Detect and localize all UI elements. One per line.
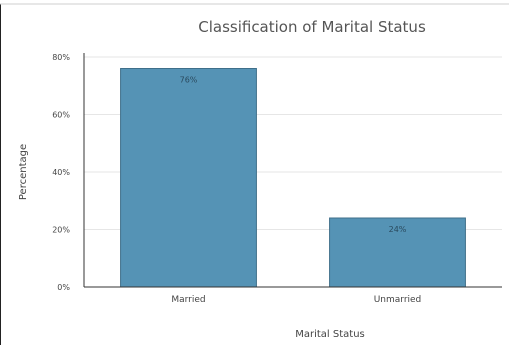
y-tick-label: 80%: [52, 53, 70, 62]
y-tick-label: 0%: [57, 283, 70, 292]
y-tick-label: 20%: [52, 226, 70, 235]
y-tick-label: 40%: [52, 168, 70, 177]
y-axis-ticks: 0% 20% 40% 60% 80%: [52, 53, 70, 292]
x-axis-ticks: Married Unmarried: [171, 295, 421, 305]
y-tick-label: 60%: [52, 111, 70, 120]
data-label: 76%: [180, 76, 198, 85]
bars: 76% 24%: [120, 68, 466, 288]
x-tick-label: Unmarried: [374, 295, 422, 305]
data-label: 24%: [389, 225, 407, 234]
chart-title: Classification of Marital Status: [198, 18, 426, 36]
axes: [83, 53, 502, 288]
x-tick-label: Married: [171, 295, 205, 305]
y-axis-label: Percentage: [18, 144, 29, 200]
bar-married: [120, 68, 257, 288]
x-axis-label: Marital Status: [295, 329, 365, 340]
